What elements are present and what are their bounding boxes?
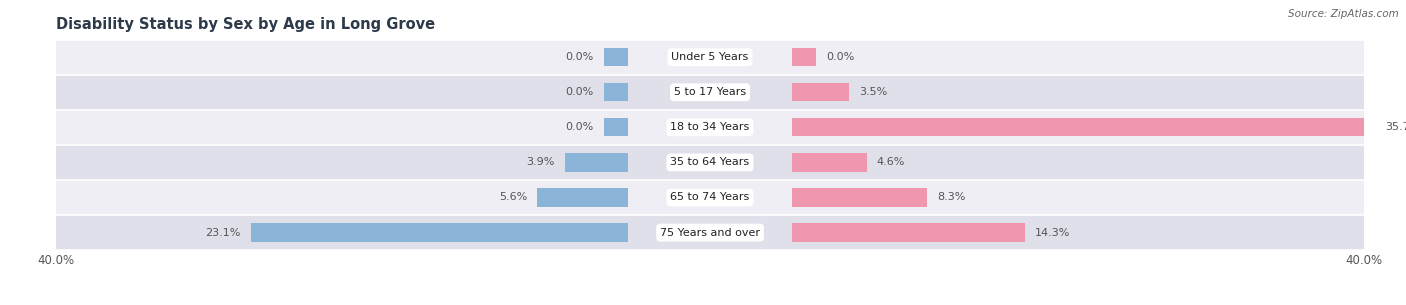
Text: 35.7%: 35.7% bbox=[1385, 122, 1406, 132]
Bar bbox=[792, 153, 868, 171]
Text: 8.3%: 8.3% bbox=[938, 192, 966, 203]
Text: 14.3%: 14.3% bbox=[1035, 228, 1070, 238]
Bar bbox=[56, 110, 1364, 145]
Bar bbox=[603, 48, 628, 66]
Text: 0.0%: 0.0% bbox=[565, 87, 593, 97]
Text: 23.1%: 23.1% bbox=[205, 228, 240, 238]
Text: 35 to 64 Years: 35 to 64 Years bbox=[671, 157, 749, 167]
Text: Disability Status by Sex by Age in Long Grove: Disability Status by Sex by Age in Long … bbox=[56, 16, 436, 31]
Bar bbox=[56, 75, 1364, 110]
Bar bbox=[792, 224, 1025, 242]
Bar bbox=[792, 118, 1375, 136]
Text: Source: ZipAtlas.com: Source: ZipAtlas.com bbox=[1288, 9, 1399, 19]
Text: 0.0%: 0.0% bbox=[565, 122, 593, 132]
Text: Under 5 Years: Under 5 Years bbox=[672, 52, 748, 62]
Text: 18 to 34 Years: 18 to 34 Years bbox=[671, 122, 749, 132]
Bar bbox=[603, 83, 628, 101]
Bar bbox=[537, 188, 628, 206]
Text: 65 to 74 Years: 65 to 74 Years bbox=[671, 192, 749, 203]
Bar bbox=[56, 145, 1364, 180]
Bar bbox=[792, 83, 849, 101]
Bar bbox=[250, 224, 628, 242]
Bar bbox=[565, 153, 628, 171]
Bar bbox=[792, 188, 928, 206]
Text: 75 Years and over: 75 Years and over bbox=[659, 228, 761, 238]
Bar bbox=[792, 48, 817, 66]
Text: 4.6%: 4.6% bbox=[877, 157, 905, 167]
Text: 5.6%: 5.6% bbox=[499, 192, 527, 203]
Text: 3.5%: 3.5% bbox=[859, 87, 887, 97]
Text: 3.9%: 3.9% bbox=[526, 157, 555, 167]
Bar bbox=[603, 118, 628, 136]
Bar bbox=[56, 180, 1364, 215]
Bar bbox=[56, 215, 1364, 250]
Text: 0.0%: 0.0% bbox=[827, 52, 855, 62]
Text: 0.0%: 0.0% bbox=[565, 52, 593, 62]
Bar bbox=[56, 40, 1364, 75]
Text: 5 to 17 Years: 5 to 17 Years bbox=[673, 87, 747, 97]
